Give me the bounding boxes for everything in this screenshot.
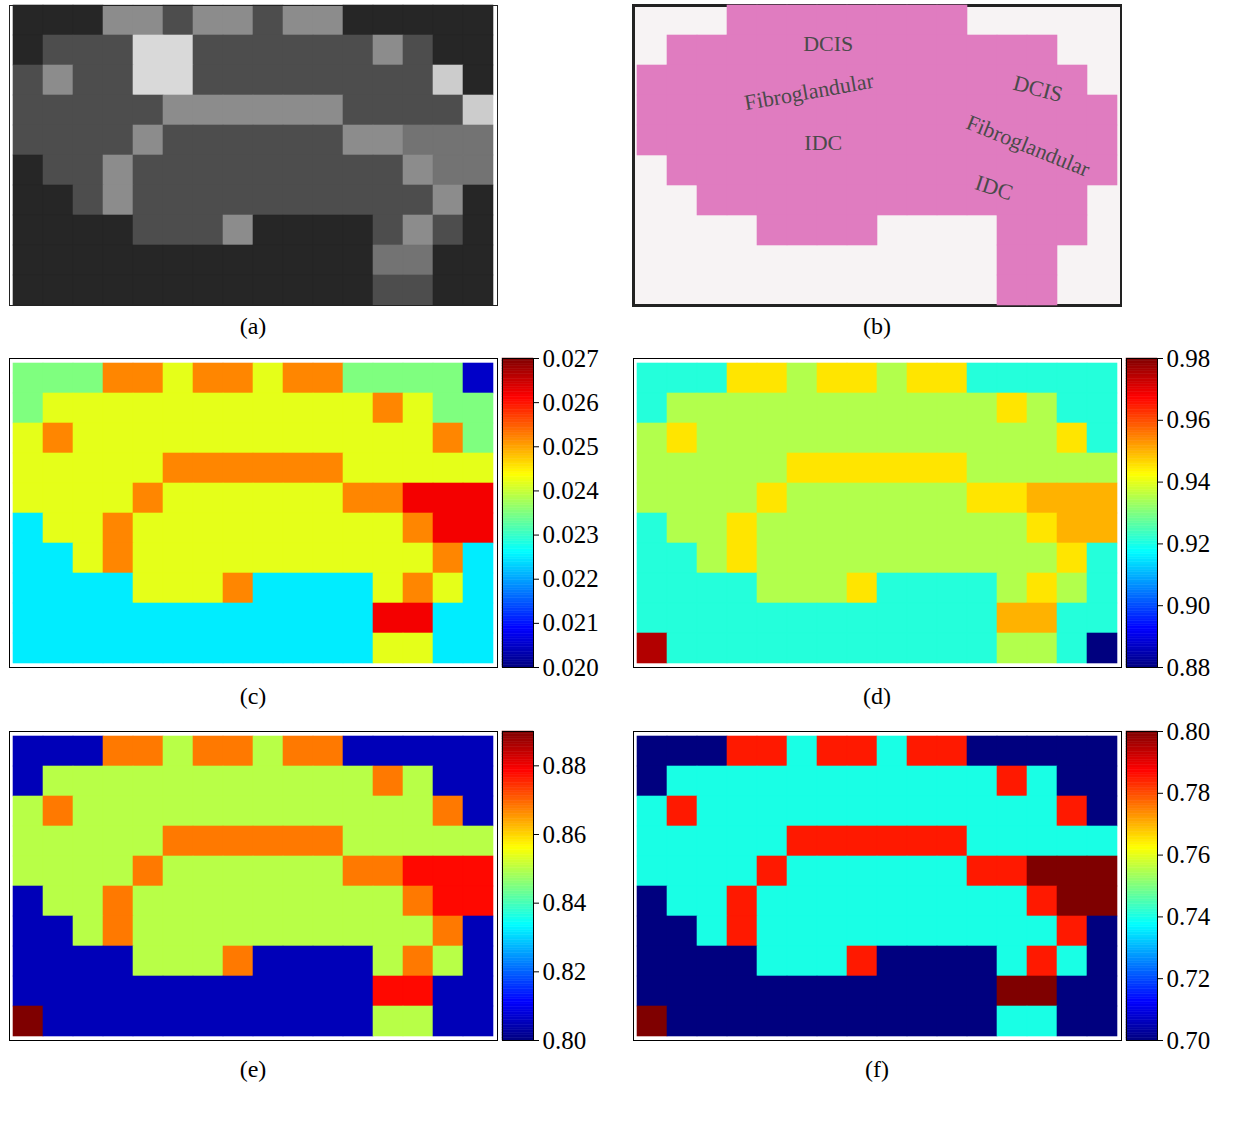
svg-text:0.84: 0.84 — [543, 889, 587, 916]
svg-text:0.70: 0.70 — [1167, 1027, 1211, 1054]
svg-text:0.86: 0.86 — [543, 821, 587, 848]
svg-text:0.026: 0.026 — [543, 389, 599, 416]
svg-text:0.027: 0.027 — [543, 345, 599, 372]
svg-text:0.88: 0.88 — [543, 752, 587, 779]
html-text:(d): (d) — [863, 683, 891, 709]
svg-text:0.025: 0.025 — [543, 433, 599, 460]
svg-text:0.82: 0.82 — [543, 958, 587, 985]
svg-text:0.78: 0.78 — [1167, 779, 1211, 806]
svg-text:0.022: 0.022 — [543, 565, 599, 592]
html-text:IDC: IDC — [804, 130, 843, 155]
svg-text:0.023: 0.023 — [543, 521, 599, 548]
html-text:(c): (c) — [239, 683, 267, 709]
html-text:Fibroglandular: Fibroglandular — [963, 109, 1094, 182]
html-text:(a): (a) — [239, 313, 267, 339]
svg-text:0.90: 0.90 — [1167, 592, 1211, 619]
svg-text:0.80: 0.80 — [1167, 718, 1211, 745]
svg-text:0.021: 0.021 — [543, 609, 599, 636]
svg-text:0.74: 0.74 — [1167, 903, 1211, 930]
svg-text:0.72: 0.72 — [1167, 965, 1211, 992]
svg-text:0.98: 0.98 — [1167, 345, 1211, 372]
html-text:(b): (b) — [863, 313, 891, 339]
svg-text:0.024: 0.024 — [543, 477, 600, 504]
svg-text:0.92: 0.92 — [1167, 530, 1211, 557]
svg-text:0.020: 0.020 — [543, 654, 599, 681]
svg-text:0.76: 0.76 — [1167, 841, 1211, 868]
html-text:DCIS: DCIS — [803, 31, 854, 56]
html-text:Fibroglandular: Fibroglandular — [742, 67, 876, 116]
html-text:(f): (f) — [865, 1056, 889, 1082]
svg-text:0.80: 0.80 — [543, 1027, 587, 1054]
svg-text:0.88: 0.88 — [1167, 654, 1211, 681]
html-text:DCIS: DCIS — [1010, 70, 1066, 108]
html-text:IDC: IDC — [972, 169, 1017, 206]
html-text:(e): (e) — [239, 1056, 267, 1082]
svg-text:0.94: 0.94 — [1167, 468, 1211, 495]
svg-text:0.96: 0.96 — [1167, 406, 1211, 433]
